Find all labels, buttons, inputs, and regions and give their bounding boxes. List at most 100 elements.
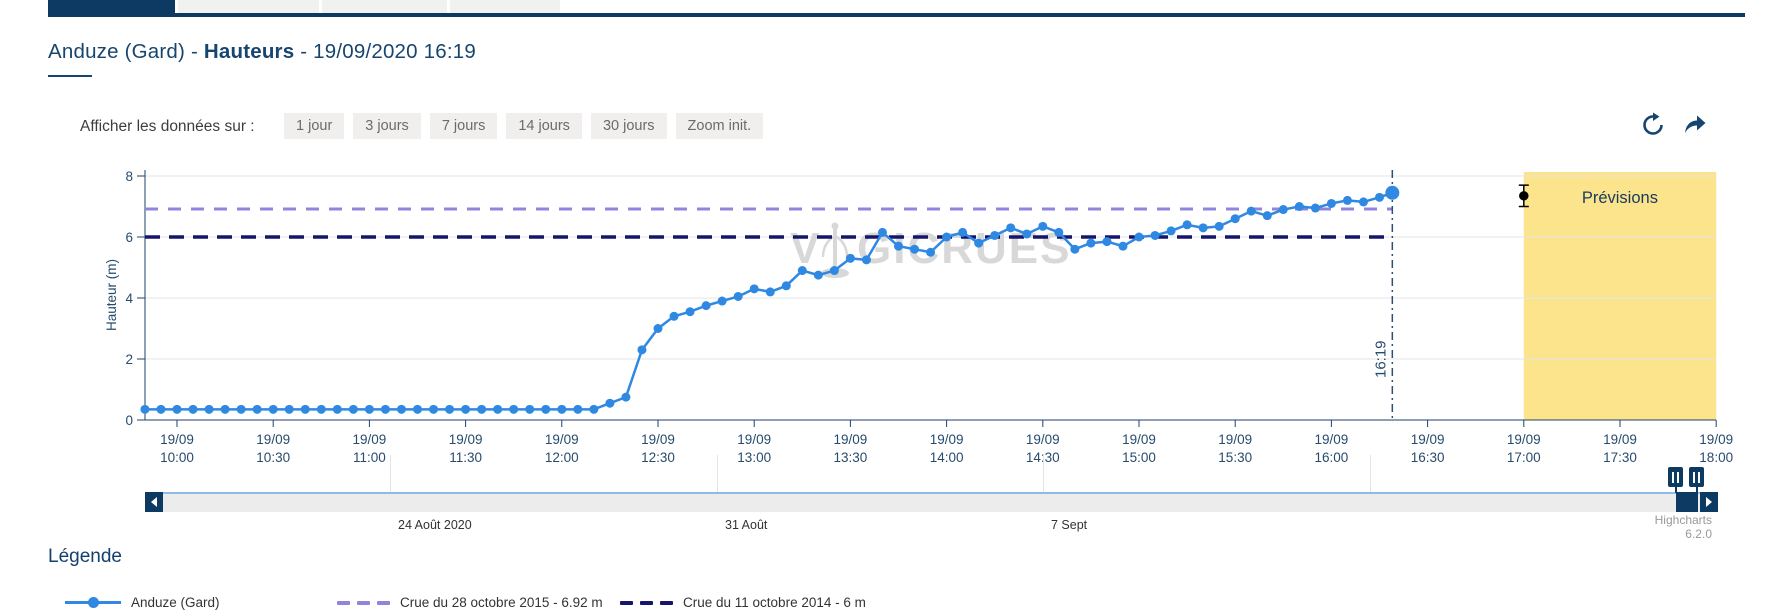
navigator-label-1: 24 Août 2020 <box>398 518 472 532</box>
svg-text:19/09: 19/09 <box>737 432 771 447</box>
navigator-gridline <box>390 455 391 512</box>
navigator-scroll-left-button[interactable] <box>145 492 163 512</box>
navigator-gridline <box>1370 455 1371 512</box>
navigator-label-2: 31 Août <box>725 518 768 532</box>
y-axis: 0 2 4 6 8 <box>125 169 145 428</box>
navigator-label-3: 7 Sept <box>1051 518 1088 532</box>
svg-text:19/09: 19/09 <box>545 432 579 447</box>
svg-text:13:30: 13:30 <box>834 450 868 465</box>
range-button-30jours[interactable]: 30 jours <box>590 113 667 139</box>
svg-text:11:00: 11:00 <box>353 450 386 465</box>
series-anduze[interactable] <box>140 185 1400 414</box>
svg-text:16:30: 16:30 <box>1411 450 1445 465</box>
dashed-line-swatch <box>337 600 390 605</box>
svg-text:19/09: 19/09 <box>449 432 483 447</box>
tab-4[interactable] <box>450 0 560 13</box>
chart-actions <box>1640 112 1708 138</box>
flood-threshold-lines <box>145 207 1393 239</box>
range-button-zoom-init[interactable]: Zoom init. <box>675 113 764 139</box>
navigator-gridline <box>1043 455 1044 512</box>
svg-text:12:30: 12:30 <box>641 450 675 465</box>
axes <box>144 170 1716 421</box>
svg-text:15:00: 15:00 <box>1122 450 1156 465</box>
range-button-7jours[interactable]: 7 jours <box>429 113 498 139</box>
svg-text:19/09: 19/09 <box>1315 432 1349 447</box>
legend-item-series[interactable]: Anduze (Gard) <box>65 595 220 610</box>
forecast-zone <box>1523 172 1717 420</box>
svg-text:10:00: 10:00 <box>160 450 194 465</box>
legend-item-label: Crue du 28 octobre 2015 - 6.92 m <box>400 595 603 610</box>
forecast-point[interactable] <box>1518 184 1529 208</box>
data-type: Hauteurs <box>203 40 295 63</box>
navigator-handle-left[interactable] <box>1668 467 1683 487</box>
svg-text:0: 0 <box>125 413 133 428</box>
y-gridlines <box>145 175 1716 360</box>
legend-item-crue-2014[interactable]: Crue du 11 octobre 2014 - 6 m <box>620 595 866 610</box>
svg-text:19/09: 19/09 <box>1507 432 1541 447</box>
navigator-handle-stem <box>1696 485 1698 493</box>
arrow-right-icon <box>1706 497 1712 507</box>
svg-text:4: 4 <box>125 291 133 306</box>
svg-text:19/09: 19/09 <box>256 432 290 447</box>
title-underline <box>48 75 92 77</box>
range-button-3jours[interactable]: 3 jours <box>353 113 421 139</box>
svg-text:V: V <box>790 224 821 273</box>
svg-text:19/09: 19/09 <box>160 432 194 447</box>
svg-text:10:30: 10:30 <box>256 450 290 465</box>
svg-text:13:00: 13:00 <box>737 450 771 465</box>
svg-text:2: 2 <box>125 352 133 367</box>
svg-text:19/09: 19/09 <box>1603 432 1637 447</box>
tabbar-rule <box>48 13 1745 17</box>
title-datetime: - 19/09/2020 16:19 <box>294 40 476 63</box>
svg-text:6: 6 <box>125 230 133 245</box>
svg-text:16:19: 16:19 <box>1372 340 1389 378</box>
legend-item-label: Anduze (Gard) <box>131 595 220 610</box>
legend-heading: Légende <box>48 546 122 567</box>
svg-text:14:00: 14:00 <box>930 450 964 465</box>
svg-text:19/09: 19/09 <box>641 432 675 447</box>
navigator-handle-right[interactable] <box>1689 467 1704 487</box>
highcharts-credit[interactable]: Highcharts 6.2.0 <box>1654 513 1712 541</box>
range-button-14jours[interactable]: 14 jours <box>506 113 582 139</box>
range-selector-label: Afficher les données sur : <box>80 118 255 135</box>
refresh-icon[interactable] <box>1640 112 1666 138</box>
page-title: Anduze (Gard) - Hauteurs - 19/09/2020 16… <box>48 40 476 64</box>
svg-text:18:00: 18:00 <box>1699 450 1733 465</box>
svg-text:8: 8 <box>125 169 133 184</box>
tab-active[interactable] <box>48 0 175 14</box>
svg-text:16:00: 16:00 <box>1315 450 1349 465</box>
navigator-gridline <box>717 455 718 512</box>
navigator-track[interactable] <box>163 492 1700 512</box>
svg-text:17:00: 17:00 <box>1507 450 1541 465</box>
svg-text:12:00: 12:00 <box>545 450 579 465</box>
legend-item-crue-2015[interactable]: Crue du 28 octobre 2015 - 6.92 m <box>337 595 603 610</box>
svg-text:Prévisions: Prévisions <box>1582 189 1658 207</box>
svg-text:Hauteur (m): Hauteur (m) <box>104 259 119 331</box>
tab-3[interactable] <box>322 0 447 13</box>
svg-text:15:30: 15:30 <box>1218 450 1252 465</box>
tab-2[interactable] <box>178 0 319 13</box>
station-name: Anduze (Gard) - <box>48 40 204 63</box>
svg-text:19/09: 19/09 <box>930 432 964 447</box>
navigator-selected-range[interactable] <box>1676 492 1698 512</box>
forecast-zone-label: Prévisions <box>1582 189 1658 207</box>
vigicrues-watermark: V GICRUES <box>790 222 1069 278</box>
navigator-handle-stem <box>1675 485 1677 493</box>
svg-text:19/09: 19/09 <box>353 432 387 447</box>
range-selector: 1 jour 3 jours 7 jours 14 jours 30 jours… <box>284 113 764 139</box>
svg-text:19/09: 19/09 <box>1122 432 1156 447</box>
series-line-swatch <box>65 597 121 608</box>
y-axis-title: Hauteur (m) <box>104 259 119 331</box>
svg-text:19/09: 19/09 <box>1699 432 1733 447</box>
svg-text:19/09: 19/09 <box>1026 432 1060 447</box>
navigator-scroll-right-button[interactable] <box>1700 492 1718 512</box>
svg-text:17:30: 17:30 <box>1603 450 1637 465</box>
hydrograph-chart: 0 2 4 6 8 Hauteur (m) 19/09 10:00 19/09 10:30 19/0… <box>104 169 1733 465</box>
share-icon[interactable] <box>1682 112 1708 138</box>
svg-text:19/09: 19/09 <box>1411 432 1445 447</box>
range-button-1jour[interactable]: 1 jour <box>284 113 345 139</box>
x-axis: 19/09 10:00 19/09 10:30 19/09 11:00 19/09 11:30… <box>160 420 1733 465</box>
dashed-line-swatch <box>620 600 673 605</box>
svg-text:19/09: 19/09 <box>834 432 868 447</box>
